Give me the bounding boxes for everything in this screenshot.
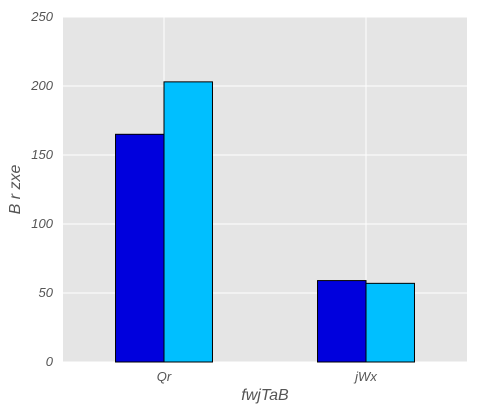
y-tick-label: 200 [30, 78, 53, 93]
y-tick-label: 250 [30, 9, 53, 24]
y-tick-label: 50 [39, 285, 54, 300]
y-axis-ticks: 0 50 100 150 200 250 [30, 9, 53, 369]
y-tick-label: 0 [46, 354, 54, 369]
x-tick-label: jWx [353, 369, 377, 384]
y-tick-label: 150 [31, 147, 53, 162]
y-tick-label: 100 [31, 216, 53, 231]
x-axis-ticks: Qr jWx [157, 369, 378, 384]
bar-series-2-jWx [365, 282, 415, 363]
bar-series-2-Qr [163, 81, 213, 363]
bars [115, 81, 415, 363]
bar-series-1-jWx [317, 280, 367, 363]
x-axis-label: fwjTaB [241, 387, 289, 404]
y-axis-label: B r zxe [7, 165, 24, 215]
x-tick-label: Qr [157, 369, 172, 384]
bar-series-1-Qr [115, 133, 165, 363]
